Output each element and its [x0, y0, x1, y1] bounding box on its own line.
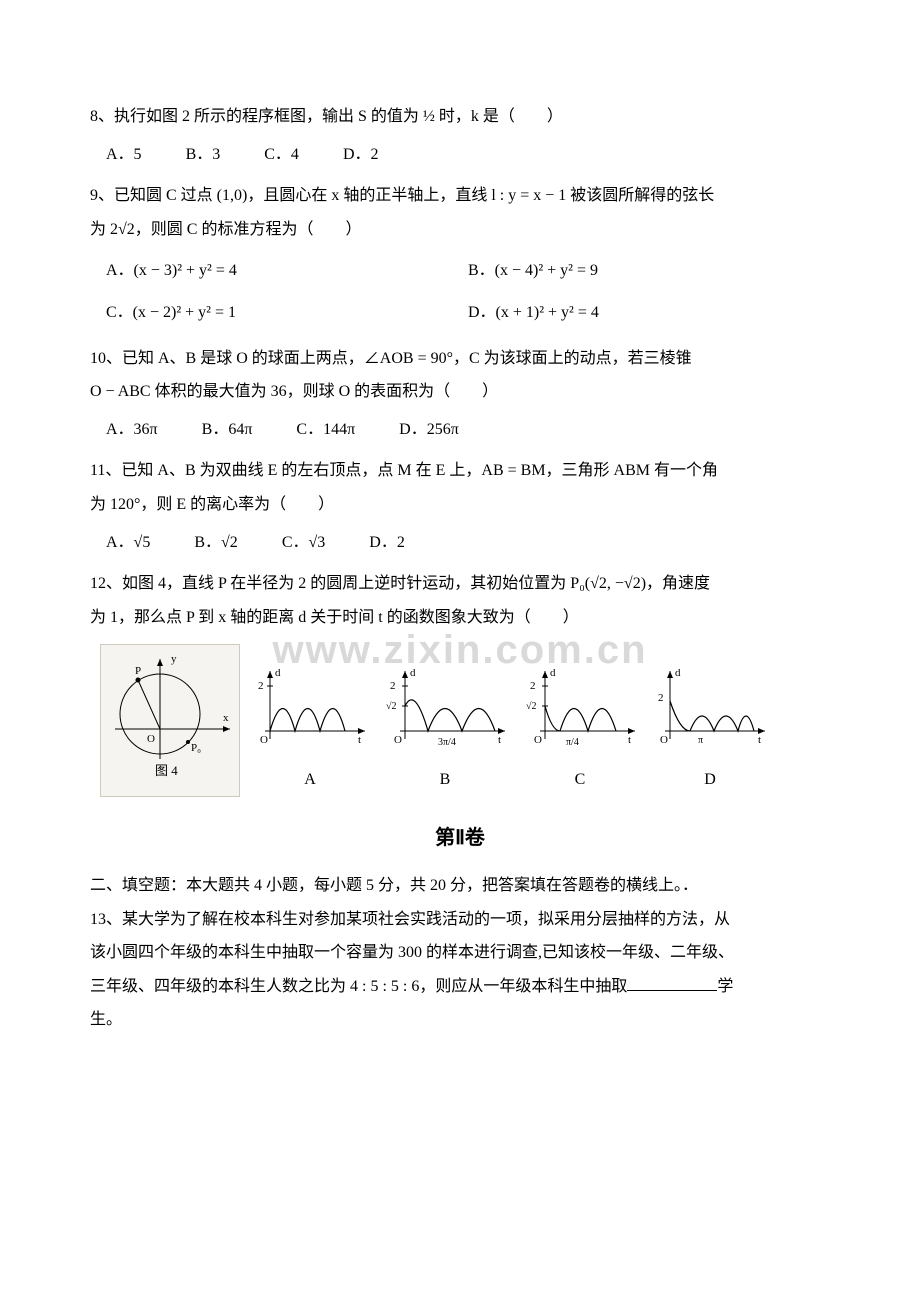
q9-line2: 为 2√2，则圆 C 的标准方程为（ ） — [90, 213, 830, 247]
svg-text:O: O — [534, 734, 542, 746]
q10-opt-a: A．36π — [106, 421, 158, 438]
panel-d-svg: d 2 O t π — [650, 661, 770, 751]
q8-opt-a: A．5 — [106, 146, 142, 163]
svg-text:2: 2 — [530, 680, 536, 692]
figure-panel-a: d 2 O t A — [250, 661, 370, 797]
svg-text:t: t — [628, 734, 631, 746]
question-9-options: A．(x − 3)² + y² = 4 B．(x − 4)² + y² = 9 … — [106, 250, 830, 333]
q12-line1: 12、如图 4，直线 P 在半径为 2 的圆周上逆时针运动，其初始位置为 P₀(… — [90, 567, 830, 601]
panel-c-svg: d 2 √2 O t π/4 — [520, 661, 640, 751]
q9-opt-c: C．(x − 2)² + y² = 1 — [106, 292, 468, 334]
question-11: 11、已知 A、B 为双曲线 E 的左右顶点，点 M 在 E 上，AB = BM… — [90, 454, 830, 521]
svg-text:√2: √2 — [526, 701, 537, 712]
panel-b-svg: d 2 √2 O t 3π/4 — [380, 661, 510, 751]
question-9: 9、已知圆 C 过点 (1,0)，且圆心在 x 轴的正半轴上，直线 l : y … — [90, 179, 830, 246]
q10-line2: O − ABC 体积的最大值为 36，则球 O 的表面积为（ ） — [90, 375, 830, 409]
svg-text:d: d — [275, 667, 281, 679]
fill-blank — [627, 977, 717, 991]
circle-label-y: y — [171, 653, 177, 665]
figure-circle-box: P y x O P₀ 图 4 — [100, 644, 240, 797]
panel-a-svg: d 2 O t — [250, 661, 370, 751]
q13-line1: 13、某大学为了解在校本科生对参加某项社会实践活动的一项，拟采用分层抽样的方法，… — [90, 903, 830, 937]
circle-label-x: x — [223, 712, 229, 724]
circle-label-p0: P₀ — [191, 742, 201, 754]
svg-text:t: t — [358, 734, 361, 746]
q10-opt-c: C．144π — [296, 421, 355, 438]
figure-4-row: P y x O P₀ 图 4 d 2 O t A — [100, 644, 820, 797]
q8-opt-d: D．2 — [343, 146, 379, 163]
q10-opt-d: D．256π — [399, 421, 459, 438]
question-11-options: A．√5 B．√2 C．√3 D．2 — [106, 526, 830, 560]
svg-text:O: O — [660, 734, 668, 746]
svg-text:2: 2 — [658, 692, 664, 704]
figure-4-caption: 图 4 — [155, 763, 178, 778]
q13-line2: 该小圆四个年级的本科生中抽取一个容量为 300 的样本进行调查,已知该校一年级、… — [90, 936, 830, 970]
svg-text:√2: √2 — [386, 701, 397, 712]
svg-text:d: d — [675, 667, 681, 679]
q13-line3: 三年级、四年级的本科生人数之比为 4 : 5 : 5 : 6，则应从一年级本科生… — [90, 970, 830, 1004]
figure-circle-svg: P y x O P₀ 图 4 — [105, 649, 235, 779]
panel-d-label: D — [650, 763, 770, 797]
panel-a-label: A — [250, 763, 370, 797]
svg-text:π/4: π/4 — [566, 737, 579, 748]
svg-text:t: t — [498, 734, 501, 746]
q9-opt-d: D．(x + 1)² + y² = 4 — [468, 292, 830, 334]
svg-text:3π/4: 3π/4 — [438, 737, 456, 748]
q9-opt-a: A．(x − 3)² + y² = 4 — [106, 250, 468, 292]
circle-label-o: O — [147, 733, 155, 745]
q11-opt-a: A．√5 — [106, 534, 150, 551]
q11-opt-c: C．√3 — [282, 534, 325, 551]
q12-line2: 为 1，那么点 P 到 x 轴的距离 d 关于时间 t 的函数图象大致为（ ） — [90, 601, 830, 635]
question-10: 10、已知 A、B 是球 O 的球面上两点，∠AOB = 90°，C 为该球面上… — [90, 342, 830, 409]
q9-line1: 9、已知圆 C 过点 (1,0)，且圆心在 x 轴的正半轴上，直线 l : y … — [90, 179, 830, 213]
q9-opt-b: B．(x − 4)² + y² = 9 — [468, 250, 830, 292]
q11-opt-b: B．√2 — [194, 534, 237, 551]
svg-text:2: 2 — [390, 680, 396, 692]
question-8: 8、执行如图 2 所示的程序框图，输出 S 的值为 ½ 时，k 是（ ） — [90, 100, 830, 134]
q13-line4: 生。 — [90, 1003, 830, 1037]
question-10-options: A．36π B．64π C．144π D．256π — [106, 413, 830, 447]
figure-panel-b: d 2 √2 O t 3π/4 B — [380, 661, 510, 797]
q8-opt-c: C．4 — [264, 146, 299, 163]
question-8-options: A．5 B．3 C．4 D．2 — [106, 138, 830, 172]
figure-panel-c: d 2 √2 O t π/4 C — [520, 661, 640, 797]
page-content: 8、执行如图 2 所示的程序框图，输出 S 的值为 ½ 时，k 是（ ） A．5… — [90, 100, 830, 1037]
question-13: 13、某大学为了解在校本科生对参加某项社会实践活动的一项，拟采用分层抽样的方法，… — [90, 903, 830, 1037]
question-8-text: 8、执行如图 2 所示的程序框图，输出 S 的值为 ½ 时，k 是（ ） — [90, 108, 563, 125]
fill-section-instructions: 二、填空题：本大题共 4 小题，每小题 5 分，共 20 分，把答案填在答题卷的… — [90, 869, 830, 903]
panel-c-label: C — [520, 763, 640, 797]
svg-text:2: 2 — [258, 680, 264, 692]
figure-panel-d: d 2 O t π D — [650, 661, 770, 797]
svg-text:t: t — [758, 734, 761, 746]
svg-text:O: O — [260, 734, 268, 746]
panel-b-label: B — [380, 763, 510, 797]
circle-label-p: P — [135, 665, 141, 677]
q10-line1: 10、已知 A、B 是球 O 的球面上两点，∠AOB = 90°，C 为该球面上… — [90, 342, 830, 376]
svg-text:π: π — [698, 735, 703, 746]
svg-text:O: O — [394, 734, 402, 746]
q13-line3a: 三年级、四年级的本科生人数之比为 4 : 5 : 5 : 6，则应从一年级本科生… — [90, 978, 627, 995]
q13-line3b: 学 — [717, 978, 733, 995]
section-2-title: 第Ⅱ卷 — [90, 817, 830, 859]
question-12: 12、如图 4，直线 P 在半径为 2 的圆周上逆时针运动，其初始位置为 P₀(… — [90, 567, 830, 634]
q11-line2: 为 120°，则 E 的离心率为（ ） — [90, 488, 830, 522]
svg-text:d: d — [550, 667, 556, 679]
q11-line1: 11、已知 A、B 为双曲线 E 的左右顶点，点 M 在 E 上，AB = BM… — [90, 454, 830, 488]
q11-opt-d: D．2 — [369, 534, 405, 551]
svg-text:d: d — [410, 667, 416, 679]
q8-opt-b: B．3 — [186, 146, 221, 163]
q10-opt-b: B．64π — [202, 421, 253, 438]
